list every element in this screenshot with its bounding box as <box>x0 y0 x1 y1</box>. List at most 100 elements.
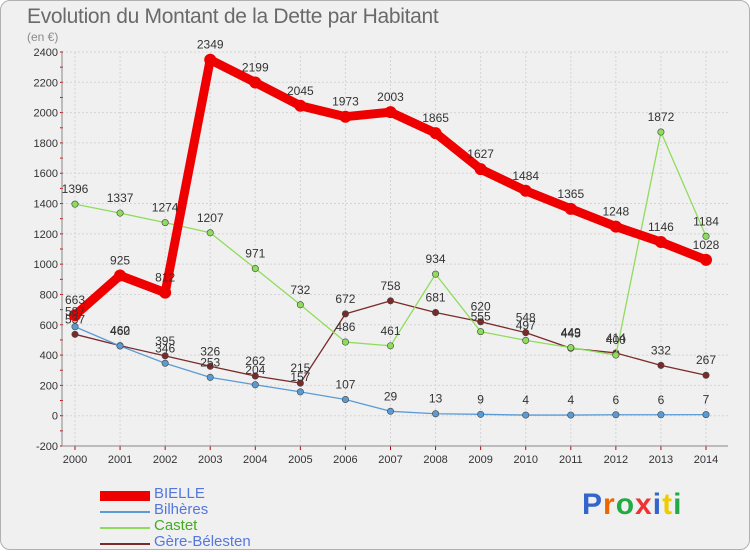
data-point <box>384 106 397 119</box>
chart-title: Evolution du Montant de la Dette par Hab… <box>27 5 439 28</box>
data-point <box>296 301 304 309</box>
data-label: 1365 <box>557 187 584 201</box>
data-label: 449 <box>561 326 581 340</box>
y-tick-label: 2000 <box>34 108 58 120</box>
data-point <box>474 163 487 176</box>
data-label: 4 <box>522 393 529 407</box>
data-label: 1207 <box>197 211 224 225</box>
y-tick-label: 400 <box>40 350 58 362</box>
legend-swatch <box>100 491 150 501</box>
data-point <box>432 410 440 418</box>
data-point <box>432 308 440 316</box>
proxiti-logo: Proxiti <box>582 488 683 521</box>
data-label: 2199 <box>242 60 269 74</box>
data-label: 2003 <box>377 90 404 104</box>
data-point <box>609 220 622 233</box>
data-point <box>612 411 620 419</box>
data-point <box>339 110 352 123</box>
data-label: 462 <box>110 324 130 338</box>
data-point <box>432 270 440 278</box>
data-label: 1872 <box>648 110 675 124</box>
data-label: 215 <box>290 361 310 375</box>
data-point <box>71 200 79 208</box>
data-label: 620 <box>471 300 491 314</box>
data-label: 346 <box>155 341 175 355</box>
data-point <box>161 219 169 227</box>
data-label: 4 <box>567 393 574 407</box>
y-tick-label: 1200 <box>34 229 58 241</box>
data-point <box>702 371 710 379</box>
data-point <box>206 229 214 237</box>
data-label: 1973 <box>332 95 359 109</box>
data-label: 414 <box>606 331 626 345</box>
y-tick-label: 800 <box>40 289 58 301</box>
x-tick-label: 2012 <box>604 454 628 466</box>
data-point <box>71 330 79 338</box>
data-label: 9 <box>477 392 484 406</box>
data-point <box>386 342 394 350</box>
data-point <box>341 310 349 318</box>
data-label: 812 <box>155 271 175 285</box>
data-point <box>341 395 349 403</box>
data-point <box>567 411 575 419</box>
y-tick-label: 0 <box>52 411 58 423</box>
data-label: 29 <box>384 389 398 403</box>
x-tick-label: 2004 <box>243 454 267 466</box>
data-label: 1184 <box>693 214 719 228</box>
data-label: 1865 <box>422 111 449 125</box>
data-label: 971 <box>245 247 265 261</box>
data-label: 267 <box>696 353 716 367</box>
y-tick-label: 1400 <box>34 199 58 211</box>
x-tick-label: 2013 <box>649 454 673 466</box>
legend-swatch <box>100 511 150 513</box>
data-label: 1028 <box>693 238 720 252</box>
data-point <box>114 269 127 282</box>
data-label: 537 <box>65 312 85 326</box>
x-tick-label: 2009 <box>468 454 492 466</box>
data-point <box>522 329 530 337</box>
data-point <box>294 99 307 112</box>
data-point <box>657 411 665 419</box>
y-tick-label: -200 <box>36 441 58 453</box>
x-tick-label: 2001 <box>108 454 132 466</box>
x-tick-label: 2002 <box>153 454 177 466</box>
data-label: 663 <box>65 293 85 307</box>
x-tick-label: 2005 <box>288 454 312 466</box>
legend-label: Castet <box>154 517 198 534</box>
data-label: 6 <box>613 393 620 407</box>
legend-label: BIELLE <box>154 485 205 502</box>
data-label: 326 <box>200 344 220 358</box>
data-point <box>296 388 304 396</box>
data-point <box>251 372 259 380</box>
data-label: 253 <box>200 355 220 369</box>
data-point <box>161 359 169 367</box>
data-point <box>251 381 259 389</box>
data-label: 587 <box>65 305 85 319</box>
data-point <box>341 338 349 346</box>
y-tick-label: 1600 <box>34 168 58 180</box>
data-label: 107 <box>335 377 355 391</box>
data-label: 262 <box>245 354 265 368</box>
data-point <box>702 411 710 419</box>
data-label: 758 <box>380 279 400 293</box>
data-label: 6 <box>658 393 665 407</box>
data-point <box>522 411 530 419</box>
x-tick-label: 2011 <box>559 454 583 466</box>
data-label: 1146 <box>648 220 674 234</box>
data-point <box>612 351 620 359</box>
data-label: 445 <box>561 326 581 340</box>
data-label: 934 <box>426 252 446 266</box>
data-label: 2349 <box>197 38 224 52</box>
data-label: 332 <box>651 343 671 357</box>
data-point <box>116 342 124 350</box>
legend-label: Gère-Bélesten <box>154 533 251 550</box>
data-point <box>429 127 442 140</box>
data-point <box>71 323 79 331</box>
data-point <box>386 407 394 415</box>
data-label: 732 <box>290 283 310 297</box>
chart-subtitle: (en €) <box>27 30 59 44</box>
data-label: 400 <box>606 333 626 347</box>
data-point <box>206 373 214 381</box>
data-label: 548 <box>516 311 536 325</box>
